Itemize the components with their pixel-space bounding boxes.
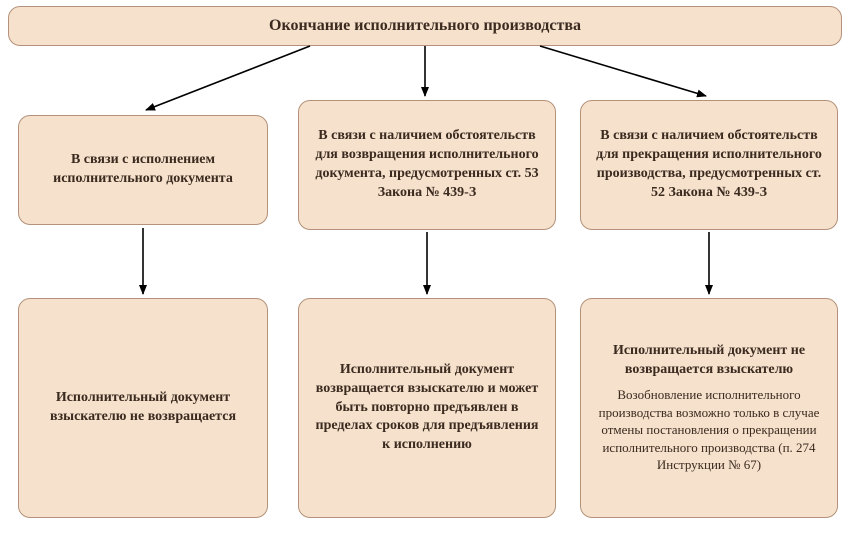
mid-node-3: В связи с наличием обсто­ятельств для пр… bbox=[580, 100, 838, 230]
root-node: Окончание исполнительного производства bbox=[8, 6, 842, 46]
leaf-node-3-subtext: Возобновление исполнитель­ного производс… bbox=[595, 386, 823, 474]
mid-node-1-text: В связи с исполнением исполнительного до… bbox=[33, 151, 253, 189]
leaf-node-1-title: Исполнительный документ взыскателю не во… bbox=[33, 389, 253, 427]
edge-root-m3 bbox=[540, 46, 706, 96]
leaf-node-2: Исполнительный документ возвращается взы… bbox=[298, 298, 556, 518]
mid-node-2-text: В связи с наличием обсто­ятельств для во… bbox=[313, 127, 541, 203]
leaf-node-2-title: Исполнительный документ возвращается взы… bbox=[313, 361, 541, 455]
leaf-node-1: Исполнительный документ взыскателю не во… bbox=[18, 298, 268, 518]
edge-root-m1 bbox=[146, 46, 310, 110]
mid-node-1: В связи с исполнением исполнительного до… bbox=[18, 115, 268, 225]
mid-node-3-text: В связи с наличием обсто­ятельств для пр… bbox=[595, 127, 823, 203]
leaf-node-3-title: Исполнительный документ не возвращается … bbox=[595, 342, 823, 380]
root-text: Окончание исполнительного производства bbox=[269, 15, 581, 37]
leaf-node-3: Исполнительный документ не возвращается … bbox=[580, 298, 838, 518]
mid-node-2: В связи с наличием обсто­ятельств для во… bbox=[298, 100, 556, 230]
